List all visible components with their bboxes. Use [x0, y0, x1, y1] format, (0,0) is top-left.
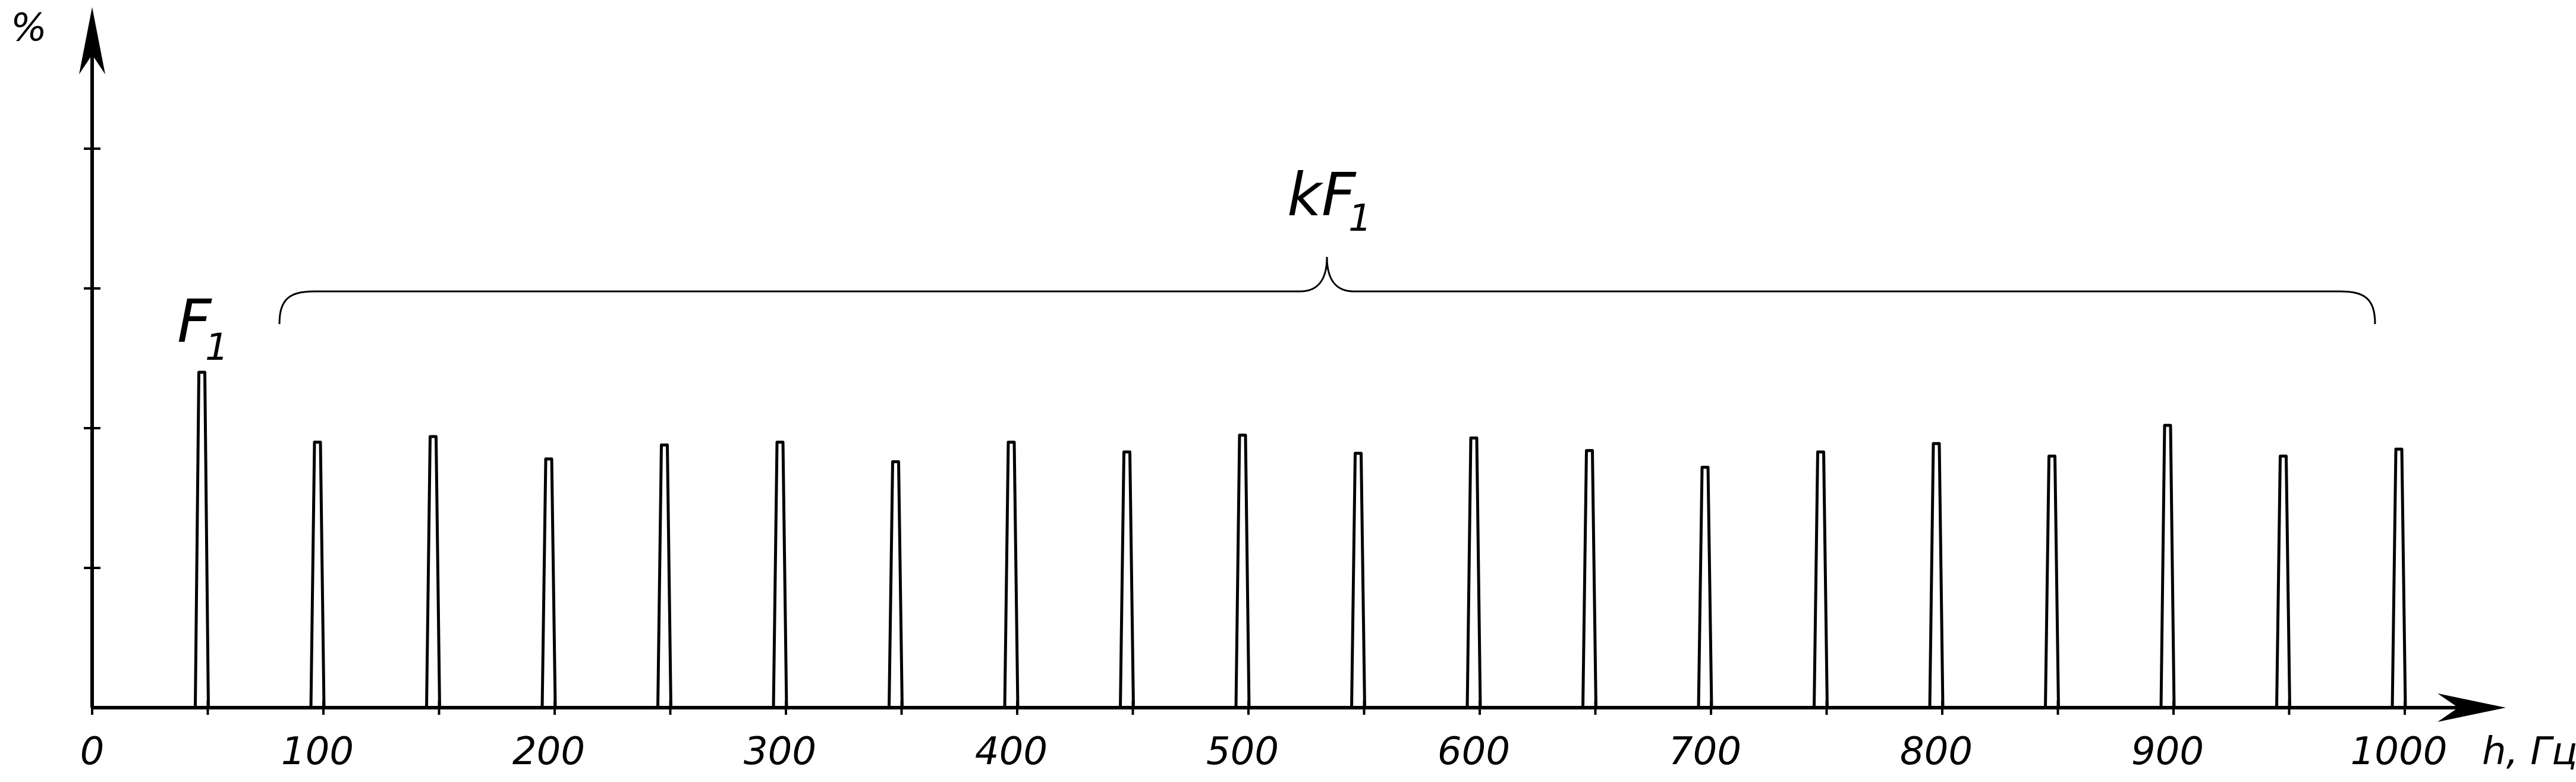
- harmonics-annotation: kF 1: [1287, 160, 1372, 240]
- harmonic-bars: [194, 370, 2407, 708]
- harmonic-bar: [425, 435, 441, 708]
- harmonic-bar: [1119, 450, 1135, 708]
- x-tick-label: 1000: [2351, 730, 2448, 774]
- fundamental-subscript: 1: [205, 325, 228, 369]
- harmonic-bar: [1350, 451, 1366, 708]
- x-tick-label: 700: [1669, 730, 1741, 774]
- harmonic-bar: [656, 443, 672, 708]
- harmonic-bar: [2275, 454, 2291, 708]
- harmonic-bar: [194, 370, 210, 708]
- harmonic-bar: [888, 460, 904, 708]
- x-tick-label: 300: [744, 730, 816, 774]
- x-tick-label: 200: [512, 730, 585, 774]
- harmonic-bar: [2044, 454, 2060, 708]
- x-tick-label: 500: [1206, 730, 1279, 774]
- harmonic-bar: [1697, 466, 1713, 708]
- harmonic-bar: [2391, 447, 2407, 708]
- harmonic-bar: [1234, 434, 1251, 708]
- x-tick-label: 0: [80, 730, 105, 774]
- harmonics-brace: [278, 256, 2376, 325]
- harmonic-bar: [1581, 449, 1597, 708]
- harmonic-bar: [2159, 423, 2176, 708]
- x-tick-label: 100: [281, 730, 354, 774]
- y-axis-label: %: [11, 6, 47, 50]
- x-tick-label: 400: [975, 730, 1048, 774]
- harmonic-bar: [772, 441, 788, 708]
- x-tick-label: 800: [1900, 730, 1973, 774]
- fundamental-annotation: F 1: [177, 287, 228, 369]
- x-axis-arrow: [2437, 693, 2506, 722]
- harmonic-bar: [1465, 436, 1482, 708]
- harmonic-bar: [1003, 441, 1020, 708]
- harmonic-bar: [1813, 450, 1829, 708]
- x-tick-label: 900: [2131, 730, 2204, 774]
- fundamental-label: F: [177, 287, 212, 356]
- harmonics-subscript: 1: [1348, 196, 1372, 240]
- axes: [79, 7, 2506, 722]
- harmonics-label: kF: [1287, 160, 1357, 230]
- y-axis-arrow: [79, 7, 105, 74]
- harmonic-bar: [309, 441, 326, 708]
- x-tick-label: 600: [1438, 730, 1510, 774]
- harmonic-bar: [1928, 442, 1945, 708]
- x-axis-label: h, Гц: [2482, 730, 2576, 774]
- curly-brace: [278, 256, 2376, 325]
- harmonic-bar: [540, 457, 557, 708]
- x-tick-labels: 0 100 200 300 400 500 600 700 800 900 1000: [80, 730, 2448, 774]
